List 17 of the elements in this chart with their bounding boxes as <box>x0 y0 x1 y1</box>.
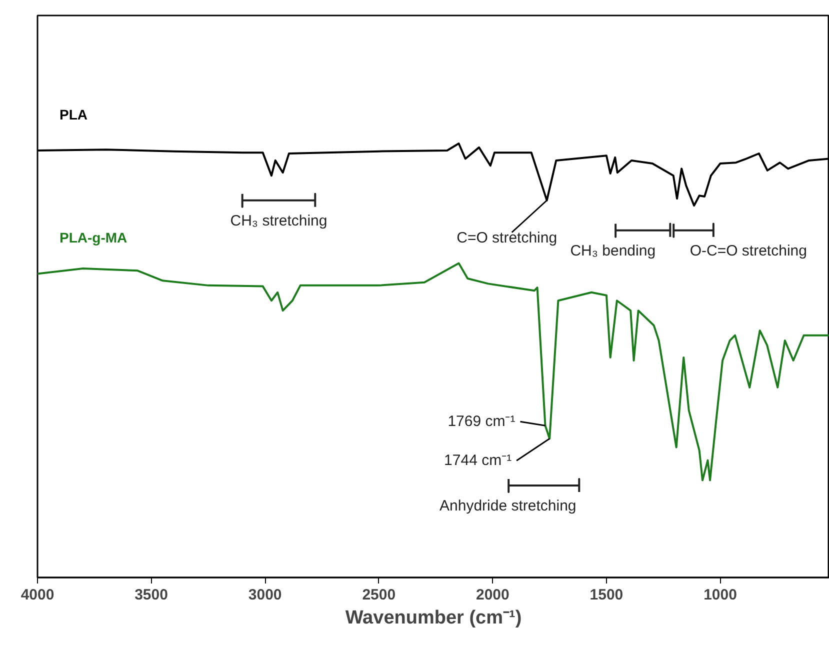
x-tick-label: 3000 <box>248 586 282 604</box>
x-tick-label: 2500 <box>362 586 396 604</box>
x-axis-title: Wavenumber (cm⁻¹) <box>345 608 522 628</box>
annotation: 1769 cm⁻¹ <box>448 413 516 430</box>
annotation: Anhydride stretching <box>440 497 576 514</box>
annotation: CH₃ stretching <box>230 212 328 230</box>
x-tick-label: 2000 <box>476 586 510 604</box>
series-label: PLA <box>60 106 88 122</box>
annotation: CH₃ bending <box>570 242 656 260</box>
x-tick-label: 1000 <box>704 586 737 604</box>
annotation: O-C=O stretching <box>690 242 807 260</box>
x-tick-label: 3500 <box>134 586 168 604</box>
x-tick-label: 4000 <box>20 586 54 604</box>
series-label: PLA-g-MA <box>60 230 128 246</box>
annotation: 1744 cm⁻¹ <box>444 452 512 470</box>
annotation: C=O stretching <box>456 229 558 246</box>
x-tick-label: 1500 <box>590 586 624 604</box>
